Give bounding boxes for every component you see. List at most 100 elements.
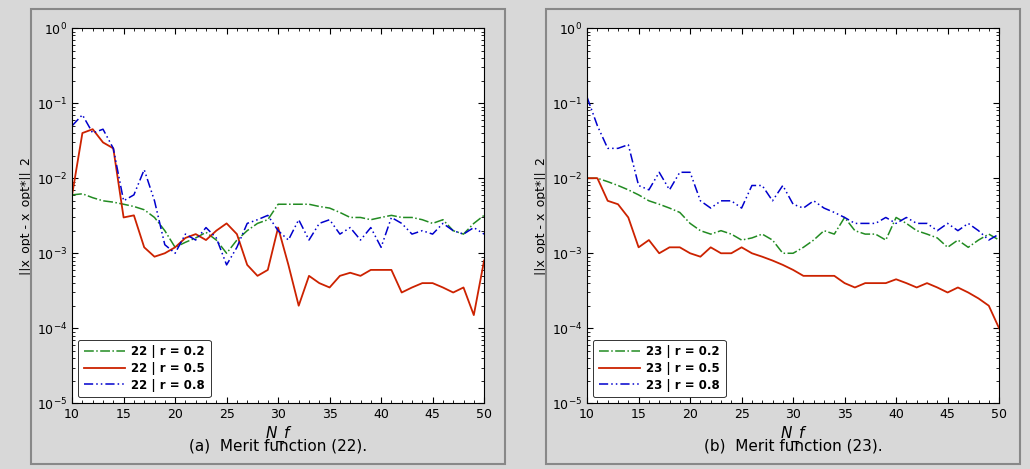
22 | r = 0.2 <box>97 198 109 204</box>
22 | r = 0.2 <box>334 210 346 215</box>
22 | r = 0.5 <box>231 231 243 237</box>
22 | r = 0.2 <box>231 237 243 243</box>
22 | r = 0.5 <box>210 228 222 234</box>
23 | r = 0.2 <box>869 231 882 237</box>
23 | r = 0.5 <box>591 175 604 181</box>
23 | r = 0.5 <box>921 280 933 286</box>
23 | r = 0.5 <box>880 280 892 286</box>
22 | r = 0.8 <box>128 192 140 197</box>
22 | r = 0.2 <box>138 207 150 212</box>
23 | r = 0.5 <box>952 285 964 290</box>
23 | r = 0.2 <box>880 237 892 243</box>
23 | r = 0.2 <box>684 220 696 226</box>
22 | r = 0.8 <box>190 237 202 243</box>
22 | r = 0.5 <box>200 237 212 243</box>
22 | r = 0.5 <box>375 267 387 272</box>
22 | r = 0.8 <box>468 225 480 230</box>
22 | r = 0.2 <box>272 201 284 207</box>
23 | r = 0.2 <box>931 235 943 241</box>
23 | r = 0.2 <box>705 231 717 237</box>
23 | r = 0.5 <box>715 250 727 256</box>
22 | r = 0.2 <box>251 220 264 226</box>
23 | r = 0.8 <box>632 183 645 189</box>
23 | r = 0.5 <box>849 285 861 290</box>
23 | r = 0.5 <box>777 262 789 268</box>
22 | r = 0.2 <box>344 215 356 220</box>
23 | r = 0.2 <box>983 231 995 237</box>
23 | r = 0.2 <box>674 210 686 215</box>
23 | r = 0.8 <box>880 215 892 220</box>
22 | r = 0.8 <box>385 215 398 220</box>
23 | r = 0.8 <box>735 205 748 211</box>
23 | r = 0.8 <box>715 198 727 204</box>
22 | r = 0.2 <box>385 212 398 218</box>
22 | r = 0.5 <box>344 270 356 276</box>
23 | r = 0.8 <box>983 237 995 243</box>
22 | r = 0.2 <box>66 192 78 197</box>
22 | r = 0.5 <box>251 273 264 279</box>
Line: 23 | r = 0.2: 23 | r = 0.2 <box>587 178 999 253</box>
22 | r = 0.5 <box>190 231 202 237</box>
22 | r = 0.5 <box>334 273 346 279</box>
23 | r = 0.5 <box>900 280 913 286</box>
22 | r = 0.2 <box>416 217 428 222</box>
23 | r = 0.2 <box>715 228 727 234</box>
23 | r = 0.8 <box>941 220 954 226</box>
22 | r = 0.5 <box>169 244 181 250</box>
22 | r = 0.2 <box>354 215 367 220</box>
22 | r = 0.8 <box>200 225 212 230</box>
23 | r = 0.5 <box>859 280 871 286</box>
23 | r = 0.2 <box>653 201 665 207</box>
22 | r = 0.8 <box>210 235 222 241</box>
Y-axis label: ||x_opt - x_opt*||_2: ||x_opt - x_opt*||_2 <box>535 157 548 275</box>
23 | r = 0.8 <box>612 145 624 151</box>
22 | r = 0.8 <box>159 242 171 248</box>
23 | r = 0.2 <box>735 237 748 243</box>
23 | r = 0.2 <box>766 237 779 243</box>
23 | r = 0.5 <box>694 254 707 259</box>
23 | r = 0.8 <box>972 228 985 234</box>
22 | r = 0.2 <box>241 228 253 234</box>
Y-axis label: ||x_opt - x_opt*||_2: ||x_opt - x_opt*||_2 <box>20 157 33 275</box>
23 | r = 0.8 <box>869 220 882 226</box>
23 | r = 0.5 <box>612 201 624 207</box>
23 | r = 0.2 <box>622 187 634 193</box>
23 | r = 0.8 <box>653 169 665 175</box>
23 | r = 0.2 <box>900 220 913 226</box>
23 | r = 0.8 <box>921 220 933 226</box>
23 | r = 0.8 <box>911 220 923 226</box>
23 | r = 0.2 <box>838 215 851 220</box>
22 | r = 0.5 <box>128 212 140 218</box>
22 | r = 0.2 <box>200 229 212 235</box>
22 | r = 0.2 <box>262 217 274 222</box>
23 | r = 0.8 <box>705 205 717 211</box>
23 | r = 0.5 <box>602 198 614 204</box>
22 | r = 0.8 <box>87 130 99 136</box>
23 | r = 0.5 <box>797 273 810 279</box>
23 | r = 0.2 <box>663 205 676 211</box>
22 | r = 0.2 <box>210 237 222 243</box>
22 | r = 0.8 <box>251 217 264 222</box>
23 | r = 0.8 <box>674 169 686 175</box>
22 | r = 0.2 <box>107 199 119 205</box>
23 | r = 0.5 <box>818 273 830 279</box>
22 | r = 0.8 <box>416 228 428 234</box>
22 | r = 0.5 <box>241 262 253 268</box>
22 | r = 0.5 <box>468 312 480 318</box>
23 | r = 0.2 <box>787 250 799 256</box>
23 | r = 0.5 <box>869 280 882 286</box>
22 | r = 0.2 <box>148 215 161 220</box>
23 | r = 0.5 <box>941 290 954 295</box>
22 | r = 0.5 <box>437 285 449 290</box>
22 | r = 0.2 <box>323 205 336 211</box>
23 | r = 0.2 <box>756 231 768 237</box>
23 | r = 0.8 <box>746 183 758 189</box>
22 | r = 0.2 <box>426 220 439 226</box>
23 | r = 0.8 <box>900 215 913 220</box>
22 | r = 0.5 <box>97 140 109 145</box>
23 | r = 0.5 <box>838 280 851 286</box>
23 | r = 0.8 <box>849 220 861 226</box>
23 | r = 0.8 <box>725 198 737 204</box>
22 | r = 0.5 <box>179 235 192 241</box>
22 | r = 0.5 <box>66 192 78 197</box>
